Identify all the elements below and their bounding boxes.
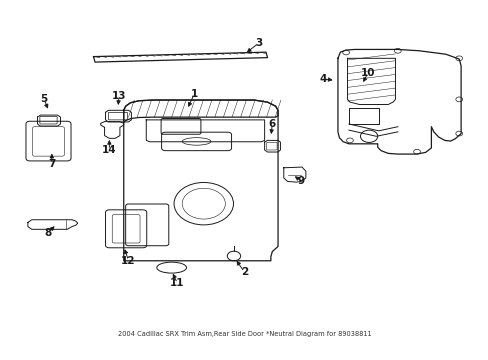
Text: 7: 7 xyxy=(48,159,56,169)
Text: 5: 5 xyxy=(41,94,48,104)
Text: 11: 11 xyxy=(170,278,184,288)
Text: 4: 4 xyxy=(319,74,326,84)
Text: 6: 6 xyxy=(268,119,275,129)
Text: 8: 8 xyxy=(44,228,52,238)
Text: 14: 14 xyxy=(102,145,117,155)
Text: 2004 Cadillac SRX Trim Asm,Rear Side Door *Neutral Diagram for 89038811: 2004 Cadillac SRX Trim Asm,Rear Side Doo… xyxy=(118,331,370,337)
Text: 13: 13 xyxy=(111,91,126,101)
Text: 9: 9 xyxy=(297,176,304,186)
Text: 12: 12 xyxy=(121,256,136,266)
Text: 1: 1 xyxy=(190,89,198,99)
Text: 10: 10 xyxy=(360,68,375,78)
Text: 2: 2 xyxy=(241,267,247,277)
Text: 3: 3 xyxy=(255,38,262,48)
